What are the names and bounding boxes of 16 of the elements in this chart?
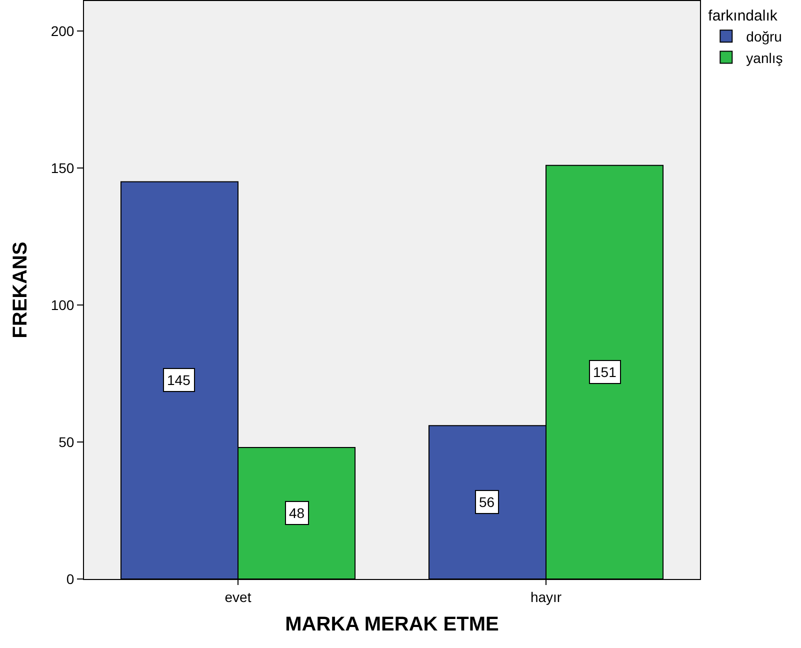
y-tick-label: 150	[50, 160, 74, 176]
data-label: 151	[593, 364, 617, 380]
x-tick-label: evet	[224, 588, 252, 605]
data-label: 48	[289, 505, 305, 521]
y-tick-label: 100	[50, 296, 74, 313]
y-axis-title: FREKANS	[9, 242, 32, 338]
y-tick-label: 50	[58, 434, 74, 450]
data-label: 56	[479, 494, 495, 510]
legend-label: yanlış	[746, 50, 783, 66]
x-tick-label: hayır	[530, 588, 562, 605]
x-axis-title: MARKA MERAK ETME	[285, 613, 499, 636]
data-label: 145	[167, 372, 191, 388]
y-tick-label: 0	[66, 570, 74, 587]
legend-label: doğru	[746, 28, 782, 45]
legend-title: farkındalık	[708, 8, 778, 24]
y-tick-label: 200	[50, 23, 74, 40]
